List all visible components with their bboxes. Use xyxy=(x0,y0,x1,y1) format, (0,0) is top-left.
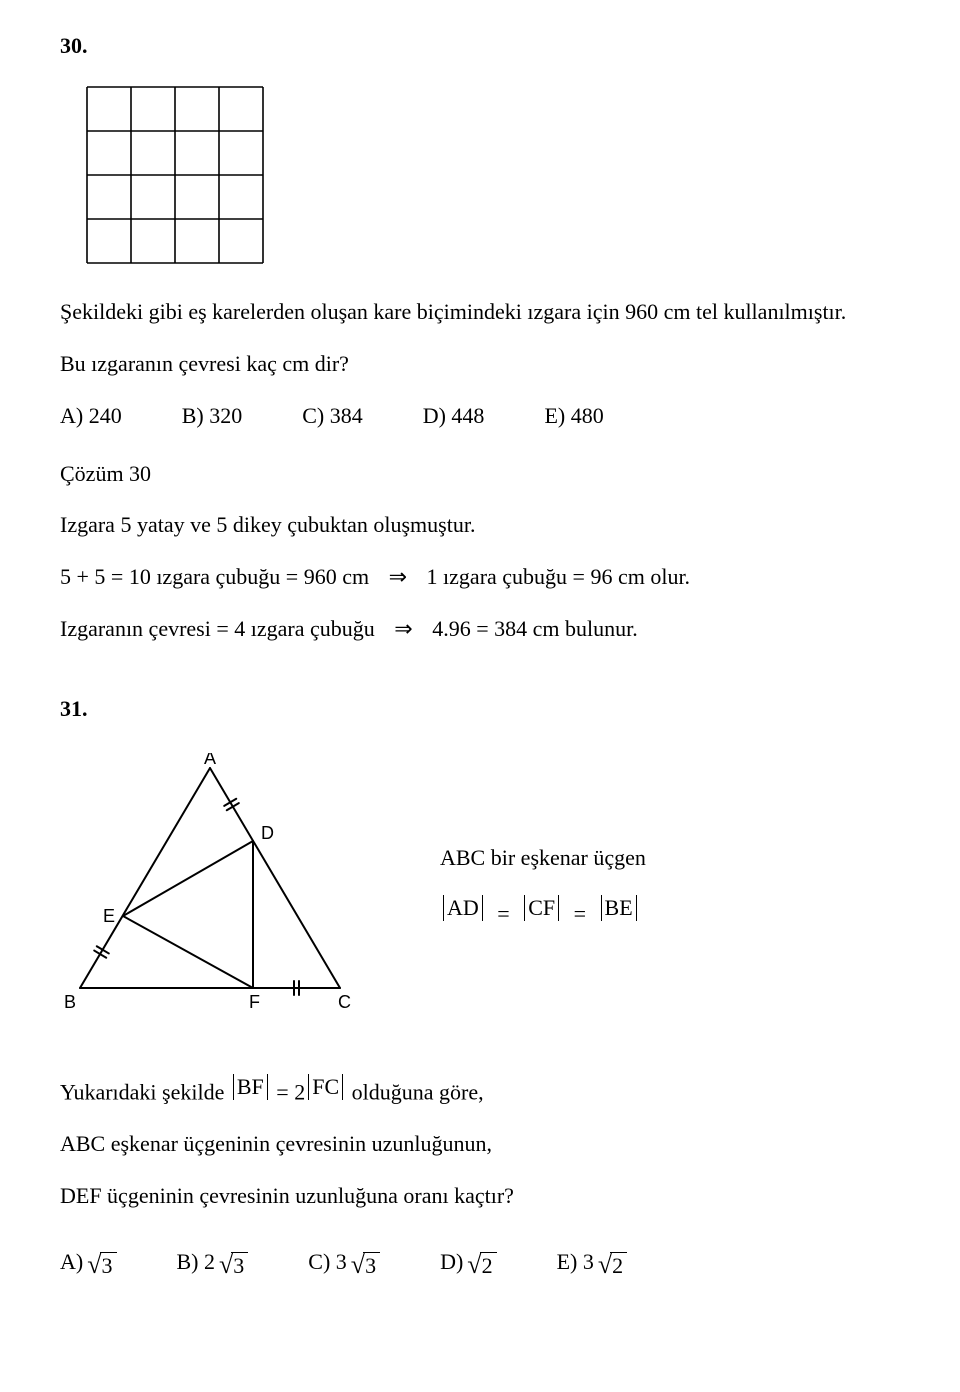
sqrt-icon: √2 xyxy=(467,1252,496,1278)
abs-ad: AD xyxy=(440,892,486,924)
q31-triangle-figure: A B C D E F xyxy=(60,753,370,1037)
q31-b-pre: B) 2 xyxy=(177,1246,216,1278)
q30-prompt-1: Şekildeki gibi eş karelerden oluşan kare… xyxy=(60,296,900,328)
q30-solution-line1: Izgara 5 yatay ve 5 dikey çubuktan oluşm… xyxy=(60,509,900,541)
radicand-e: 2 xyxy=(610,1252,627,1278)
q31-figure-text: ABC bir eşkenar üçgen AD = CF = BE xyxy=(440,842,646,947)
q31-option-a: A) √3 xyxy=(60,1246,117,1278)
q30-sol3-left: Izgaranın çevresi = 4 ızgara çubuğu xyxy=(60,616,375,641)
radicand-c: 3 xyxy=(363,1252,380,1278)
q30-option-e: E) 480 xyxy=(544,400,603,432)
svg-text:B: B xyxy=(64,992,76,1012)
q31-option-e: E) 3 √2 xyxy=(557,1246,628,1278)
q30-number: 30. xyxy=(60,30,900,62)
q30-options: A) 240 B) 320 C) 384 D) 448 E) 480 xyxy=(60,400,900,432)
q31-equal-segments: AD = CF = BE xyxy=(440,892,646,929)
q31-a-pre: A) xyxy=(60,1246,83,1278)
q31-prompt-after: olduğuna göre, xyxy=(346,1080,483,1105)
page: 30. Şekildeki gibi eş karelerden oluşan … xyxy=(0,0,960,1318)
svg-text:E: E xyxy=(103,906,115,926)
abs-cf: CF xyxy=(521,892,562,924)
q31-prompt-before: Yukarıdaki şekilde xyxy=(60,1080,230,1105)
q30-option-a: A) 240 xyxy=(60,400,122,432)
q31-figure-row: A B C D E F ABC bir eşkenar üçgen AD = CF = B… xyxy=(60,753,900,1037)
q30-grid-svg xyxy=(82,82,268,268)
q31-two: = 2 xyxy=(271,1080,305,1105)
radicand-a: 3 xyxy=(100,1252,117,1278)
sqrt-icon: √3 xyxy=(219,1252,248,1278)
abs-bf: BF xyxy=(230,1071,271,1103)
q31-number: 31. xyxy=(60,693,900,725)
q31-d-pre: D) xyxy=(440,1246,463,1278)
q31-option-c: C) 3 √3 xyxy=(308,1246,380,1278)
svg-text:F: F xyxy=(249,992,260,1012)
radicand-b: 3 xyxy=(231,1252,248,1278)
q31-prompt-line2: ABC eşkenar üçgeninin çevresinin uzunluğ… xyxy=(60,1128,900,1160)
abs-fc: FC xyxy=(305,1071,346,1103)
q30-sol2-left: 5 + 5 = 10 ızgara çubuğu = 960 cm xyxy=(60,564,369,589)
svg-text:D: D xyxy=(261,823,274,843)
eq-sign: = xyxy=(497,901,509,926)
q31-statement-1: ABC bir eşkenar üçgen xyxy=(440,842,646,874)
q30-sol3-right: 4.96 = 384 cm bulunur. xyxy=(432,616,638,641)
q30-prompt-2: Bu ızgaranın çevresi kaç cm dir? xyxy=(60,348,900,380)
q31-prompt-line3: DEF üçgeninin çevresinin uzunluğuna oran… xyxy=(60,1180,900,1212)
svg-text:C: C xyxy=(338,992,351,1012)
q30-grid-figure xyxy=(82,82,900,268)
q30-option-d: D) 448 xyxy=(423,400,485,432)
implies-icon: ⇒ xyxy=(389,561,407,593)
q31-option-b: B) 2 √3 xyxy=(177,1246,249,1278)
q30-solution-line3: Izgaranın çevresi = 4 ızgara çubuğu ⇒ 4.… xyxy=(60,613,900,645)
sqrt-icon: √3 xyxy=(87,1252,116,1278)
q30-option-b: B) 320 xyxy=(182,400,243,432)
q30-solution-line2: 5 + 5 = 10 ızgara çubuğu = 960 cm ⇒ 1 ız… xyxy=(60,561,900,593)
sqrt-icon: √3 xyxy=(351,1252,380,1278)
q30-solution-title: Çözüm 30 xyxy=(60,458,900,490)
abs-be: BE xyxy=(598,892,640,924)
eq-sign: = xyxy=(574,901,586,926)
sqrt-icon: √2 xyxy=(598,1252,627,1278)
q31-e-pre: E) 3 xyxy=(557,1246,594,1278)
svg-text:A: A xyxy=(204,753,216,768)
radicand-d: 2 xyxy=(480,1252,497,1278)
q31-option-d: D) √2 xyxy=(440,1246,497,1278)
q31-prompt-line1: Yukarıdaki şekilde BF = 2FC olduğuna gör… xyxy=(60,1071,900,1108)
implies-icon: ⇒ xyxy=(394,613,412,645)
q30-sol2-right: 1 ızgara çubuğu = 96 cm olur. xyxy=(427,564,691,589)
q31-c-pre: C) 3 xyxy=(308,1246,347,1278)
q31-triangle-svg: A B C D E F xyxy=(60,753,370,1028)
q30-option-c: C) 384 xyxy=(302,400,363,432)
q31-options: A) √3 B) 2 √3 C) 3 √3 D) √2 E) 3 √2 xyxy=(60,1246,900,1278)
